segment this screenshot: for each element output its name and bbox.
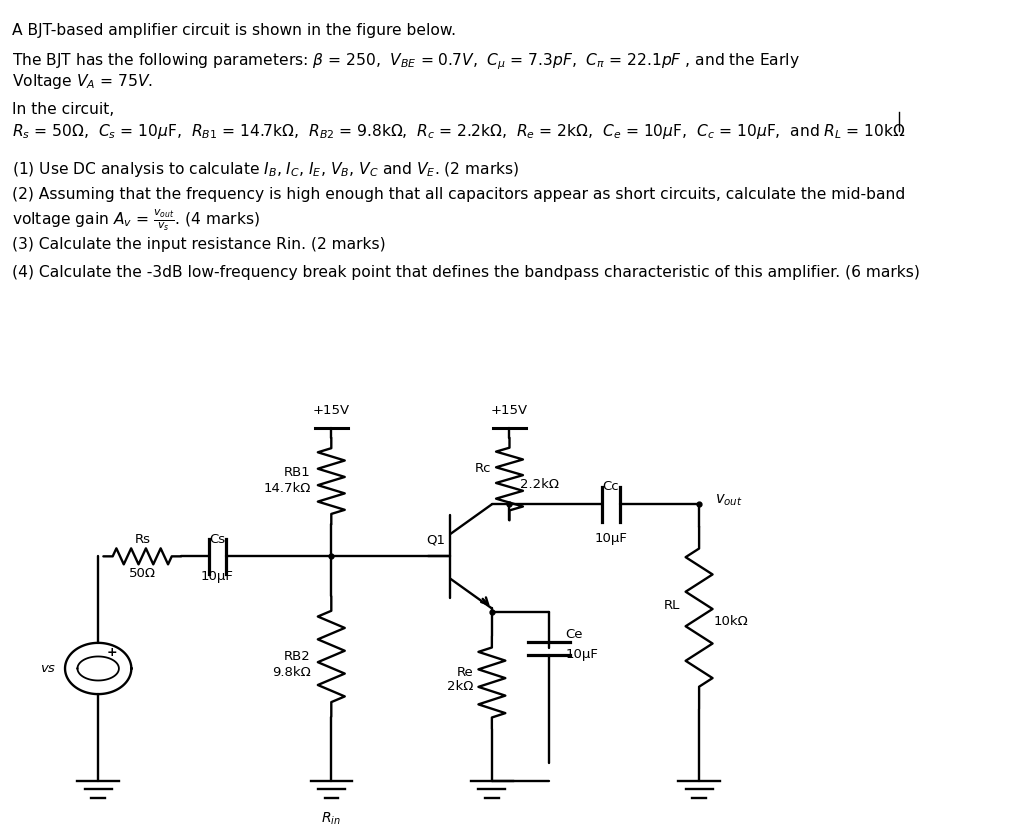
Text: $R_{in}$: $R_{in}$ <box>322 811 341 827</box>
Text: (4) Calculate the -3dB low-frequency break point that defines the bandpass chara: (4) Calculate the -3dB low-frequency bre… <box>12 265 921 280</box>
Text: +15V: +15V <box>312 404 350 417</box>
Text: $R_s$ = 50$\Omega$,  $C_s$ = 10$\mu$F,  $R_{B1}$ = 14.7k$\Omega$,  $R_{B2}$ = 9.: $R_s$ = 50$\Omega$, $C_s$ = 10$\mu$F, $R… <box>12 122 906 141</box>
Text: 10μF: 10μF <box>565 647 598 661</box>
Text: Re: Re <box>457 666 473 679</box>
Text: 2.2kΩ: 2.2kΩ <box>520 478 559 491</box>
Text: RB1: RB1 <box>284 466 310 479</box>
Text: +15V: +15V <box>490 404 528 417</box>
Text: Q1: Q1 <box>426 534 445 546</box>
Text: A BJT-based amplifier circuit is shown in the figure below.: A BJT-based amplifier circuit is shown i… <box>12 23 457 38</box>
Text: +: + <box>106 646 117 659</box>
Text: 10μF: 10μF <box>595 532 628 546</box>
Text: $v_{out}$: $v_{out}$ <box>715 492 742 508</box>
Text: The BJT has the following parameters: $\beta$ = 250,  $V_{BE}$ = 0.7$V$,  $C_{\m: The BJT has the following parameters: $\… <box>12 52 800 72</box>
Text: 9.8kΩ: 9.8kΩ <box>271 666 310 679</box>
Text: (1) Use DC analysis to calculate $I_B$, $I_C$, $I_E$, $V_B$, $V_C$ and $V_E$. (2: (1) Use DC analysis to calculate $I_B$, … <box>12 160 520 179</box>
Text: Rs: Rs <box>135 533 151 546</box>
Text: RL: RL <box>665 599 680 612</box>
Text: 2kΩ: 2kΩ <box>446 681 473 693</box>
Text: (3) Calculate the input resistance Rin. (2 marks): (3) Calculate the input resistance Rin. … <box>12 237 386 252</box>
Text: Rc: Rc <box>474 461 490 475</box>
Text: Cc: Cc <box>603 480 620 493</box>
Text: vs: vs <box>40 662 54 675</box>
Text: 50Ω: 50Ω <box>129 566 157 580</box>
Text: 10kΩ: 10kΩ <box>714 615 749 628</box>
Text: (2) Assuming that the frequency is high enough that all capacitors appear as sho: (2) Assuming that the frequency is high … <box>12 187 905 202</box>
Text: Voltage $V_A$ = 75$V$.: Voltage $V_A$ = 75$V$. <box>12 72 154 92</box>
Text: RB2: RB2 <box>284 650 310 663</box>
Text: In the circuit,: In the circuit, <box>12 102 115 117</box>
Text: 14.7kΩ: 14.7kΩ <box>263 481 310 495</box>
Text: Cs: Cs <box>209 533 225 546</box>
Text: voltage gain $A_v$ = $\frac{v_{out}}{v_s}$. (4 marks): voltage gain $A_v$ = $\frac{v_{out}}{v_s… <box>12 208 260 233</box>
Text: 10μF: 10μF <box>201 570 233 583</box>
Text: Ce: Ce <box>565 628 583 641</box>
